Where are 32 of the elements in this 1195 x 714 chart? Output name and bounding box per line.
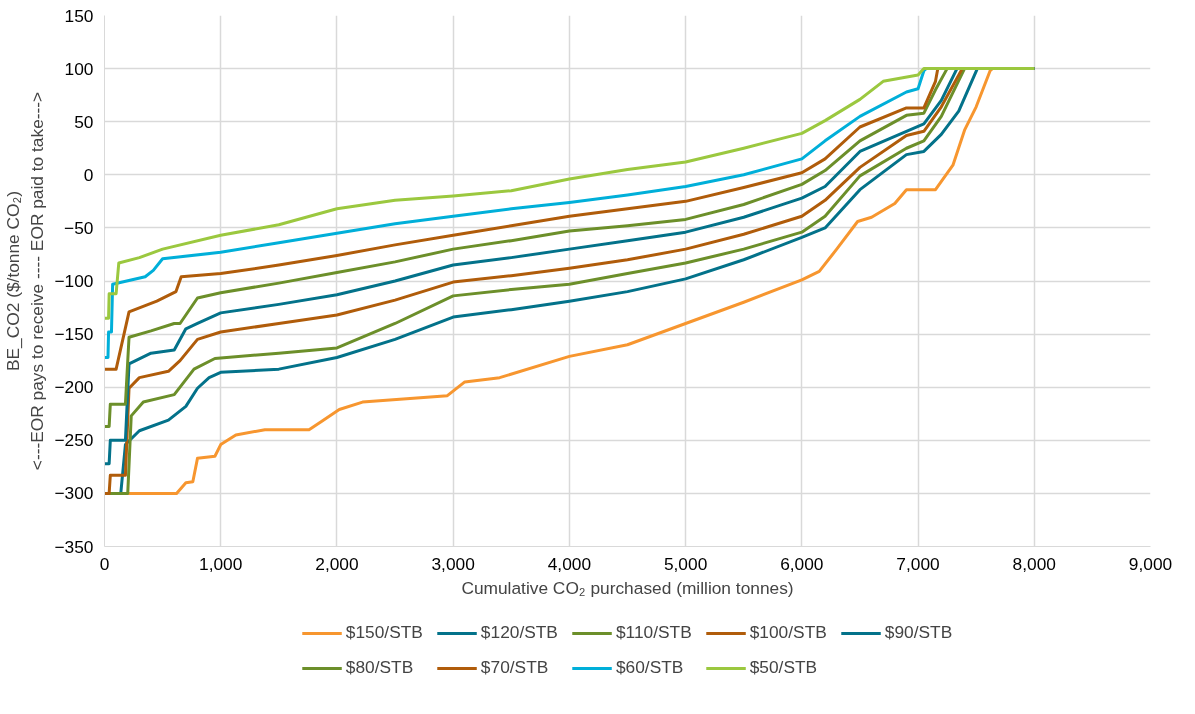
x-tick-label: 3,000 [431, 553, 475, 574]
y-axis-title: BE_CO2 ($/tonne CO₂) <---EOR pays to receive ---- EOR paid to take---> [3, 91, 48, 471]
legend-label: $70/STB [480, 657, 549, 678]
y-tick-label: 0 [83, 164, 94, 185]
legend-label: $80/STB [345, 657, 414, 678]
y-tick-label: −150 [54, 324, 94, 345]
x-tick-label: 1,000 [199, 553, 243, 574]
y-tick-label: −50 [64, 217, 94, 238]
y-tick-label: −250 [54, 430, 94, 451]
x-tick-label: 2,000 [315, 553, 359, 574]
legend-label: $50/STB [749, 657, 818, 678]
y-tick-label: −300 [54, 483, 94, 504]
y-tick-label: −200 [54, 377, 94, 398]
x-axis-title: Cumulative CO₂ purchased (million tonnes) [461, 577, 794, 598]
y-tick-label: −100 [54, 271, 94, 291]
y-tick-label: −350 [54, 536, 94, 557]
legend-label: $90/STB [884, 622, 953, 643]
x-tick-label: 4,000 [547, 553, 592, 574]
y-tick-label: 50 [74, 111, 94, 132]
legend-label: $120/STB [480, 622, 558, 643]
legend-label: $100/STB [749, 622, 827, 643]
legend-label: $110/STB [615, 622, 692, 643]
y-tick-label: 150 [64, 5, 94, 26]
x-tick-label: 6,000 [780, 553, 824, 574]
x-tick-label: 7,000 [896, 553, 940, 574]
y-tick-label: 100 [64, 58, 94, 79]
x-tick-label: 0 [99, 553, 110, 574]
x-tick-label: 5,000 [663, 553, 708, 574]
legend-label: $150/STB [345, 622, 423, 643]
x-tick-label: 9,000 [1128, 553, 1173, 574]
x-tick-label: 8,000 [1012, 553, 1056, 574]
legend-label: $60/STB [615, 657, 684, 678]
